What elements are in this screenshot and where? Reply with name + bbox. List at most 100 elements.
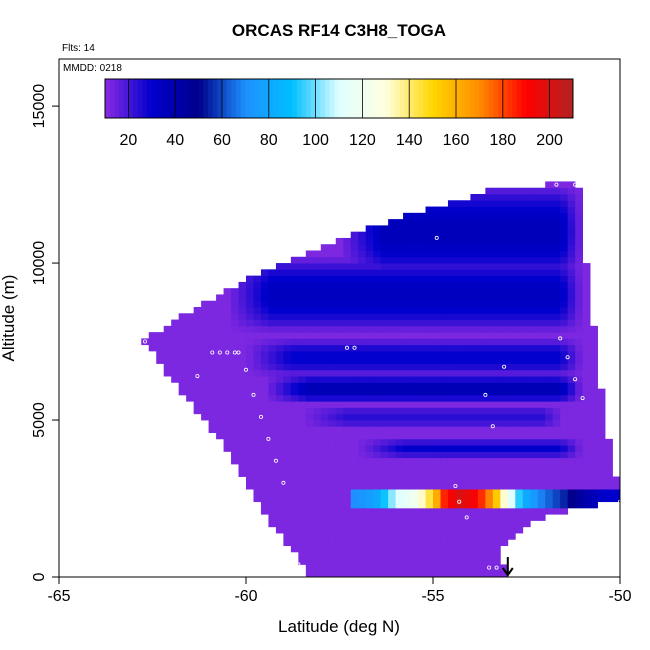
heatmap-cell <box>440 438 449 446</box>
heatmap-cell <box>275 338 284 346</box>
heatmap-cell <box>597 401 606 408</box>
heatmap-cell <box>500 250 509 258</box>
heatmap-cell <box>440 564 449 572</box>
heatmap-cell <box>560 445 569 452</box>
heatmap-cell <box>253 420 262 427</box>
heatmap-cell <box>253 325 262 333</box>
heatmap-cell <box>500 570 509 578</box>
heatmap-cell <box>477 219 486 226</box>
heatmap-cell <box>567 495 576 503</box>
heatmap-cell <box>515 250 524 258</box>
heatmap-cell <box>440 489 449 496</box>
heatmap-cell <box>500 457 509 465</box>
heatmap-cell <box>477 432 486 440</box>
heatmap-cell <box>275 344 284 352</box>
heatmap-cell <box>365 438 374 446</box>
heatmap-cell <box>403 564 411 572</box>
heatmap-cell <box>567 369 576 377</box>
heatmap-cell <box>485 551 494 559</box>
heatmap-cell <box>253 275 262 283</box>
heatmap-cell <box>477 514 486 521</box>
colorbar-segment <box>446 79 452 118</box>
heatmap-cell <box>515 501 524 509</box>
sample-point <box>580 396 585 401</box>
heatmap-cell <box>433 313 441 320</box>
heatmap-cell <box>328 313 337 320</box>
heatmap-cell <box>433 482 441 490</box>
heatmap-cell <box>178 363 187 371</box>
heatmap-cell <box>313 350 322 358</box>
heatmap-cell <box>290 438 299 446</box>
heatmap-cell <box>283 350 292 358</box>
heatmap-cell <box>283 281 292 289</box>
heatmap-cell <box>268 382 277 390</box>
heatmap-cell <box>567 432 576 440</box>
heatmap-cell <box>462 445 471 452</box>
heatmap-cell <box>178 319 187 327</box>
heatmap-cell <box>388 269 396 277</box>
heatmap-cell <box>388 237 396 245</box>
heatmap-cell <box>477 281 486 289</box>
heatmap-cell <box>186 363 195 371</box>
heatmap-cell <box>605 451 613 459</box>
heatmap-cell <box>433 344 441 352</box>
heatmap-cell <box>231 300 239 308</box>
heatmap-cell <box>216 325 224 333</box>
heatmap-cell <box>328 564 337 572</box>
heatmap-cell <box>462 551 471 559</box>
heatmap-cell <box>470 350 479 358</box>
heatmap-cell <box>492 294 501 302</box>
heatmap-cell <box>328 514 337 521</box>
heatmap-cell <box>305 369 314 377</box>
heatmap-cell <box>582 426 591 433</box>
heatmap-cell <box>395 350 404 358</box>
heatmap-cell <box>335 514 344 521</box>
heatmap-cell <box>433 545 441 553</box>
heatmap-cell <box>335 313 344 320</box>
heatmap-cell <box>358 533 367 540</box>
heatmap-cell <box>201 313 209 320</box>
heatmap-cell <box>582 338 591 346</box>
heatmap-cell <box>515 313 524 320</box>
heatmap-cell <box>485 533 494 540</box>
heatmap-cell <box>350 545 359 553</box>
heatmap-cell <box>298 369 307 377</box>
heatmap-cell <box>298 526 307 534</box>
heatmap-cell <box>290 482 299 490</box>
heatmap-cell <box>358 526 367 534</box>
heatmap-cell <box>462 237 471 245</box>
heatmap-cell <box>545 376 554 383</box>
heatmap-cell <box>268 470 277 477</box>
heatmap-cell <box>350 514 359 521</box>
heatmap-cell <box>403 300 411 308</box>
heatmap-cell <box>328 288 337 295</box>
heatmap-cell <box>403 363 411 371</box>
heatmap-cell <box>507 225 516 233</box>
heatmap-cell <box>410 551 419 559</box>
heatmap-cell <box>477 501 486 509</box>
heatmap-cell <box>358 275 367 283</box>
heatmap-cell <box>328 401 337 408</box>
heatmap-cell <box>283 539 292 547</box>
heatmap-cell <box>440 401 449 408</box>
heatmap-cell <box>492 401 501 408</box>
heatmap-cell <box>582 319 591 327</box>
heatmap-cell <box>507 193 516 201</box>
heatmap-cell <box>201 307 209 314</box>
heatmap-cell <box>447 539 456 547</box>
heatmap-cell <box>447 388 456 396</box>
heatmap-cell <box>560 476 569 484</box>
heatmap-cell <box>320 350 329 358</box>
heatmap-cell <box>358 332 367 339</box>
heatmap-cell <box>530 256 539 264</box>
heatmap-cell <box>380 307 389 314</box>
heatmap-cell <box>462 250 471 258</box>
colorbar-segment <box>427 79 434 118</box>
heatmap-cell <box>552 237 561 245</box>
heatmap-cell <box>455 344 464 352</box>
heatmap-cell <box>178 313 187 320</box>
heatmap-cell <box>440 350 449 358</box>
heatmap-cell <box>515 325 524 333</box>
heatmap-cell <box>395 219 404 226</box>
heatmap-cell <box>395 325 404 333</box>
